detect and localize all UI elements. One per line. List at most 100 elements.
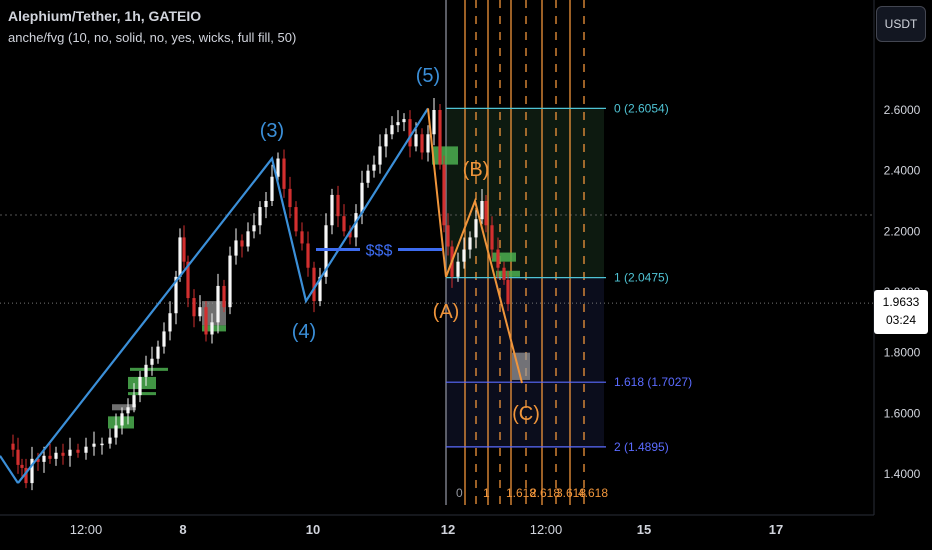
candle-body <box>288 188 292 208</box>
impulse-wave-path <box>17 107 429 484</box>
impulse-wave-entry <box>0 455 19 484</box>
candle-body <box>182 237 186 262</box>
fib-level-label-1: 1 (2.0475) <box>614 271 669 285</box>
candle-body <box>484 200 488 226</box>
candle-body <box>114 425 118 438</box>
candle-body <box>234 240 238 256</box>
candle-body <box>138 376 142 396</box>
candle-body <box>360 182 364 214</box>
candle-body <box>420 134 424 153</box>
impulse-wave-label-3: (5) <box>416 65 440 87</box>
fib-time-label-2: 1.618 <box>506 486 536 500</box>
candle-body <box>480 200 484 220</box>
corrective-wave-label-0: (A) <box>433 301 460 323</box>
candle-body <box>36 458 40 462</box>
candle-body <box>20 464 24 468</box>
candle-body <box>132 395 136 408</box>
time-tick-label-2: 10 <box>306 522 320 537</box>
candle-body <box>168 313 172 332</box>
candle-body <box>438 110 442 165</box>
price-tick-label-0: 1.4000 <box>884 467 921 481</box>
fvg-zone-4 <box>202 325 226 332</box>
fib-level-label-0: 0 (2.6054) <box>614 101 669 115</box>
fib-time-label-5: 4.618 <box>578 486 608 500</box>
time-tick-label-3: 12 <box>441 522 455 537</box>
time-tick-label-1: 8 <box>179 522 186 537</box>
fvg-zone-0 <box>432 146 458 165</box>
candle-body <box>496 249 500 268</box>
time-tick-label-4: 12:00 <box>530 522 563 537</box>
candle-body <box>384 134 388 147</box>
indicator-label[interactable]: anche/fvg (10, no, solid, no, yes, wicks… <box>8 30 297 45</box>
price-tick-label-2: 1.8000 <box>884 346 921 360</box>
fib-level-label-2: 1.618 (1.7027) <box>614 375 692 389</box>
candle-body <box>456 261 460 277</box>
candle-body <box>294 207 298 232</box>
candle-body <box>68 449 72 456</box>
candle-body <box>264 200 268 208</box>
plot-area <box>0 0 874 515</box>
candle-body <box>312 267 316 302</box>
candle-body <box>366 170 370 183</box>
candle-body <box>372 164 376 171</box>
candle-body <box>270 176 274 201</box>
candle-body <box>324 225 328 277</box>
fvg-zone-6 <box>128 376 156 390</box>
time-tick-label-6: 17 <box>769 522 783 537</box>
corrective-wave-label-1: (B) <box>463 159 490 181</box>
candle-body <box>120 413 124 426</box>
candle-body <box>144 364 148 377</box>
candle-body <box>54 452 58 459</box>
price-tick-label-1: 1.6000 <box>884 406 921 420</box>
candle-body <box>462 249 466 262</box>
candle-body <box>390 125 394 135</box>
candle-body <box>432 110 436 135</box>
price-tick-label-5: 2.4000 <box>884 164 921 178</box>
candle-body <box>502 267 506 280</box>
candle-body <box>378 146 382 165</box>
candle-body <box>216 285 220 323</box>
candle-body <box>408 119 412 147</box>
candle-body <box>174 276 178 314</box>
currency-button[interactable]: USDT <box>876 6 926 42</box>
fib-zone-upper <box>446 108 604 278</box>
candle-body <box>198 307 202 317</box>
candle-body <box>300 231 304 244</box>
fib-time-label-3: 2.618 <box>530 486 560 500</box>
fib-time-label-1: 1 <box>483 486 490 500</box>
candle-body <box>76 449 80 453</box>
fvg-zone-7 <box>128 392 156 396</box>
candle-body <box>178 237 182 277</box>
fib-level-label-3: 2 (1.4895) <box>614 440 669 454</box>
price-tick-label-6: 2.6000 <box>884 103 921 117</box>
candle-body <box>222 285 226 308</box>
candle-body <box>156 346 160 359</box>
candle-body <box>24 467 28 484</box>
candle-body <box>162 331 166 347</box>
candle-body <box>30 458 34 484</box>
candle-body <box>506 279 510 305</box>
candle-body <box>84 446 88 453</box>
fvg-zone-1 <box>492 252 516 262</box>
candle-body <box>348 231 352 238</box>
candle-body <box>11 443 15 450</box>
fib-time-label-0: 0 <box>456 486 463 500</box>
time-tick-label-0: 12:00 <box>70 522 103 537</box>
candle-body <box>108 437 112 444</box>
fib-time-label-4: 3.618 <box>556 486 586 500</box>
candle-body <box>276 158 280 177</box>
impulse-wave-label-2: (4) <box>292 321 316 343</box>
candle-body <box>306 243 310 268</box>
candle-body <box>16 449 20 465</box>
last-price: 1.9633 <box>882 295 920 309</box>
candle-body <box>354 213 358 238</box>
candle-body <box>402 119 406 123</box>
time-tick-label-5: 15 <box>637 522 651 537</box>
candle-body <box>426 134 430 153</box>
candle-body <box>228 255 232 308</box>
candle-body <box>468 237 472 250</box>
last-price-tag: 1.9633 03:24 <box>874 290 928 334</box>
candle-body <box>330 194 334 226</box>
